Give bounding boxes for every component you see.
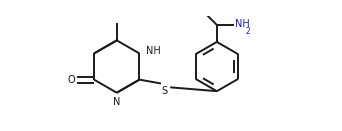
- Text: NH: NH: [235, 19, 250, 29]
- Text: S: S: [162, 86, 168, 96]
- Text: NH: NH: [146, 46, 160, 56]
- Text: 2: 2: [245, 26, 250, 36]
- Text: O: O: [67, 75, 75, 85]
- Text: N: N: [113, 97, 120, 107]
